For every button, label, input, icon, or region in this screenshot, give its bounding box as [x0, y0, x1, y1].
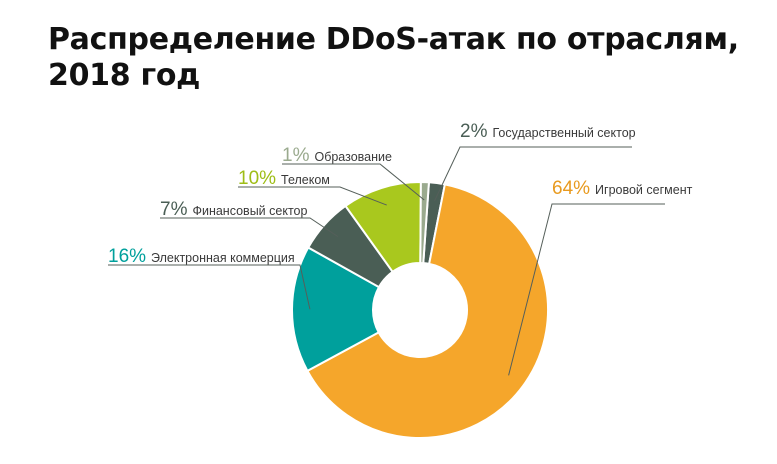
callout-leaders — [108, 146, 665, 376]
percent-label: 7% — [160, 199, 188, 220]
donut-slices — [291, 180, 549, 439]
callout-label-игровой-сегмент: 64% Игровой сегмент — [552, 178, 693, 199]
chart-title-line-1: Распределение DDoS-атак по отраслям, — [48, 22, 739, 57]
callout-labels: 2% Государственный сектор 64% Игровой сегме… — [108, 121, 693, 267]
leader-государственный-сектор — [434, 146, 632, 202]
percent-label: 1% — [282, 145, 310, 166]
category-label: Образование — [314, 150, 392, 164]
slice-образование — [419, 180, 430, 265]
callout-label-телеком: 10% Телеком — [238, 168, 330, 189]
category-label: Электронная коммерция — [151, 251, 295, 265]
category-label: Финансовый сектор — [192, 204, 307, 218]
leader-телеком — [238, 186, 387, 206]
chart-title: Распределение DDoS-атак по отраслям, 201… — [48, 22, 739, 94]
category-label: Государственный сектор — [492, 126, 635, 140]
percent-label: 10% — [238, 168, 276, 189]
percent-label: 2% — [460, 121, 488, 142]
slice-электронная-коммерция — [291, 246, 381, 373]
category-label: Телеком — [281, 173, 330, 187]
callout-label-финансовый-сектор: 7% Финансовый сектор — [160, 199, 307, 220]
leader-образование — [282, 163, 425, 201]
percent-label: 64% — [552, 178, 590, 199]
leader-игровой-сегмент — [508, 203, 665, 376]
callout-label-образование: 1% Образование — [282, 145, 392, 166]
callout-label-электронная-коммерция: 16% Электронная коммерция — [108, 246, 295, 267]
leader-электронная-коммерция — [108, 264, 311, 310]
leader-финансовый-сектор — [160, 217, 339, 238]
chart-title-line-2: 2018 год — [48, 58, 201, 93]
slice-игровой-сегмент — [306, 183, 549, 439]
category-label: Игровой сегмент — [595, 183, 693, 197]
percent-label: 16% — [108, 246, 146, 267]
callout-label-государственный-сектор: 2% Государственный сектор — [460, 121, 636, 142]
